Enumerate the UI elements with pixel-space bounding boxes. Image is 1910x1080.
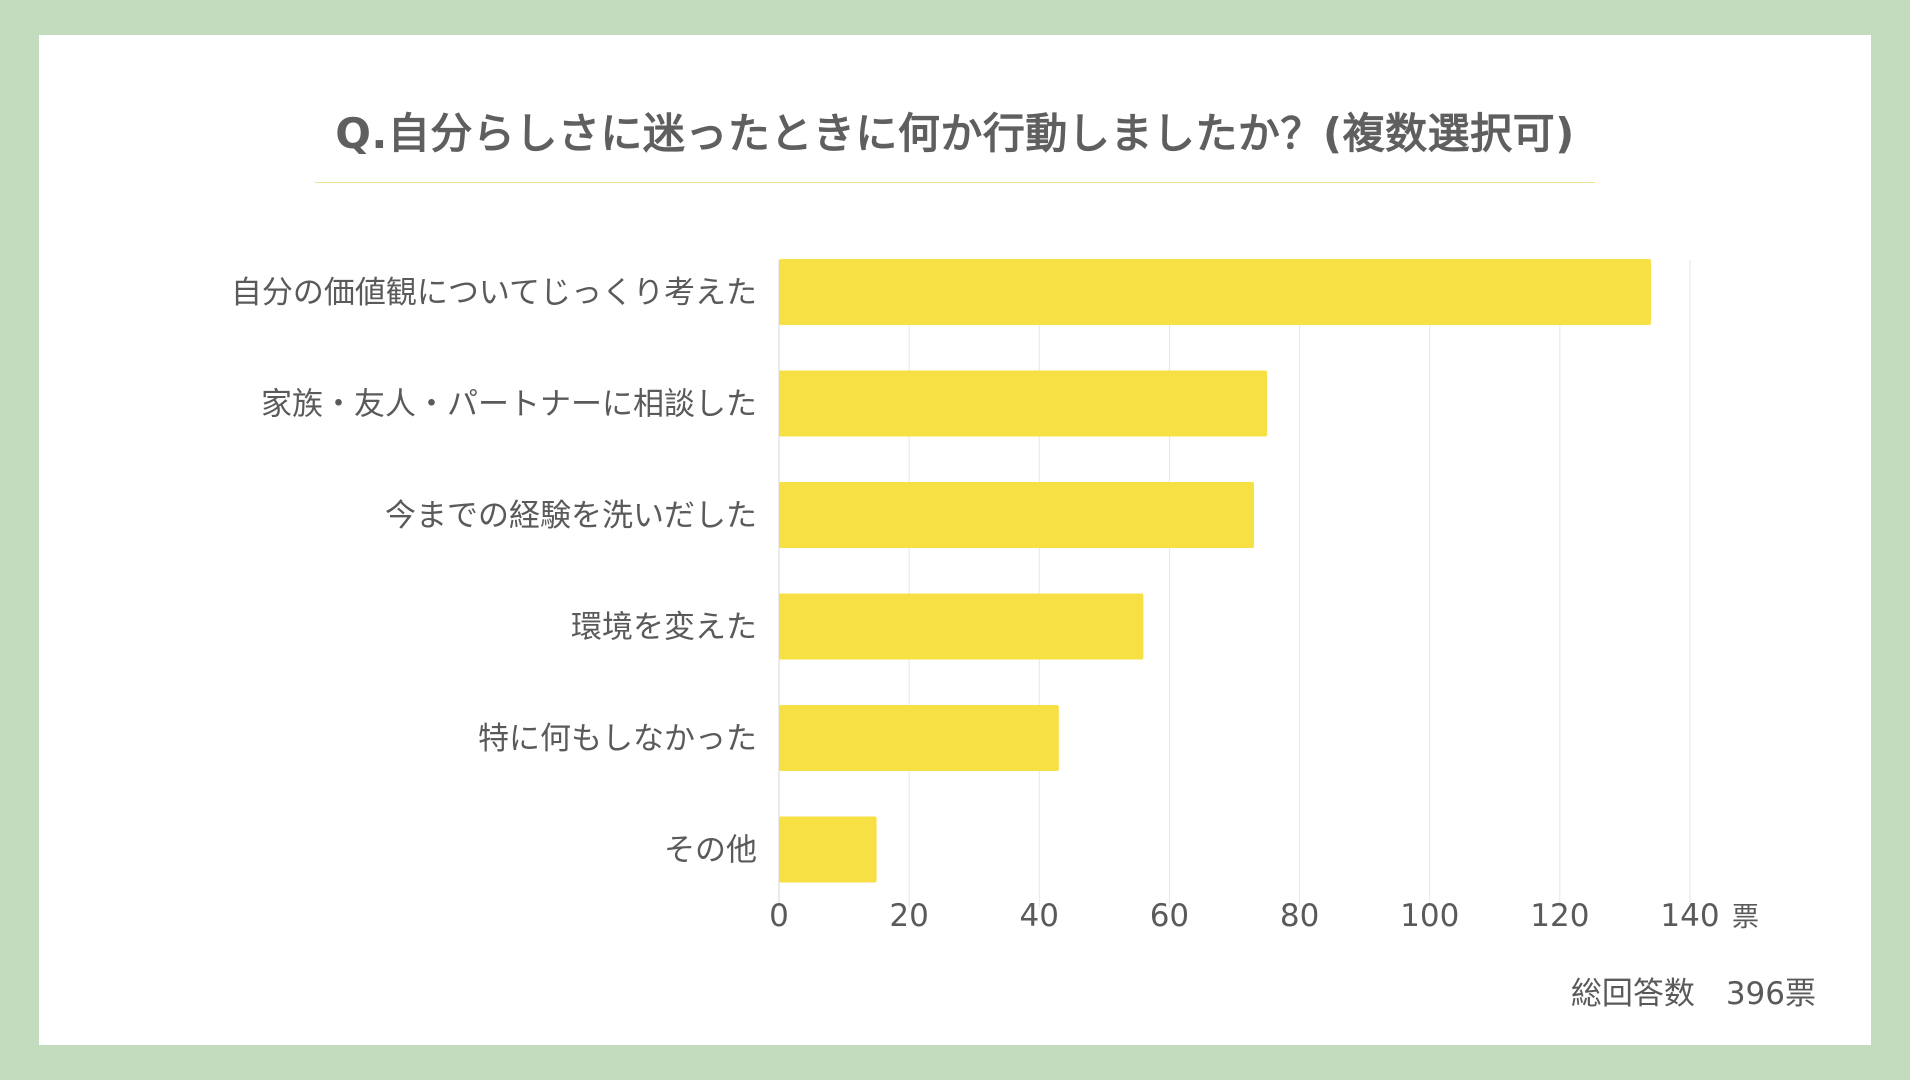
total-gap bbox=[1695, 976, 1726, 1012]
category-label: 家族・友人・パートナーに相談した bbox=[261, 387, 757, 423]
bar bbox=[779, 370, 1268, 437]
category-label: 特に何もしなかった bbox=[478, 721, 757, 757]
bar bbox=[779, 259, 1651, 325]
x-tick-label: 80 bbox=[1280, 898, 1319, 934]
category-label: 自分の価値観についてじっくり考えた bbox=[231, 275, 757, 311]
bar bbox=[779, 593, 1144, 660]
x-axis-unit: 票 bbox=[1732, 902, 1759, 933]
total-label: 総回答数 bbox=[1570, 976, 1695, 1012]
bar bbox=[779, 482, 1255, 548]
x-tick-label: 140 bbox=[1660, 898, 1719, 934]
chart-title: Q.自分らしさに迷ったときに何か行動しましたか？(複数選択可) bbox=[335, 109, 1575, 158]
category-label: 今までの経験を洗いだした bbox=[385, 498, 757, 534]
total-responses: 総回答数 396票 bbox=[1571, 968, 1816, 1013]
category-label: その他 bbox=[664, 833, 757, 869]
x-tick-label: 0 bbox=[769, 898, 789, 934]
title-underline bbox=[315, 182, 1595, 183]
bar-chart: 0 20 40 60 80 100 120 140 票 自分の価値観についてじっくり考えた家族・友… bbox=[231, 259, 1759, 934]
bar bbox=[779, 816, 877, 883]
x-tick-label: 20 bbox=[889, 898, 928, 934]
x-tick-label: 100 bbox=[1400, 898, 1459, 934]
x-tick-label: 120 bbox=[1530, 898, 1589, 934]
total-value: 396票 bbox=[1725, 976, 1816, 1012]
x-tick-label: 40 bbox=[1020, 898, 1059, 934]
category-label: 環境を変えた bbox=[571, 610, 757, 646]
x-tick-label: 60 bbox=[1150, 898, 1189, 934]
chart-card: Q.自分らしさに迷ったときに何か行動しましたか？(複数選択可) 0 20 40 60 8… bbox=[39, 35, 1871, 1045]
bar bbox=[779, 705, 1059, 771]
